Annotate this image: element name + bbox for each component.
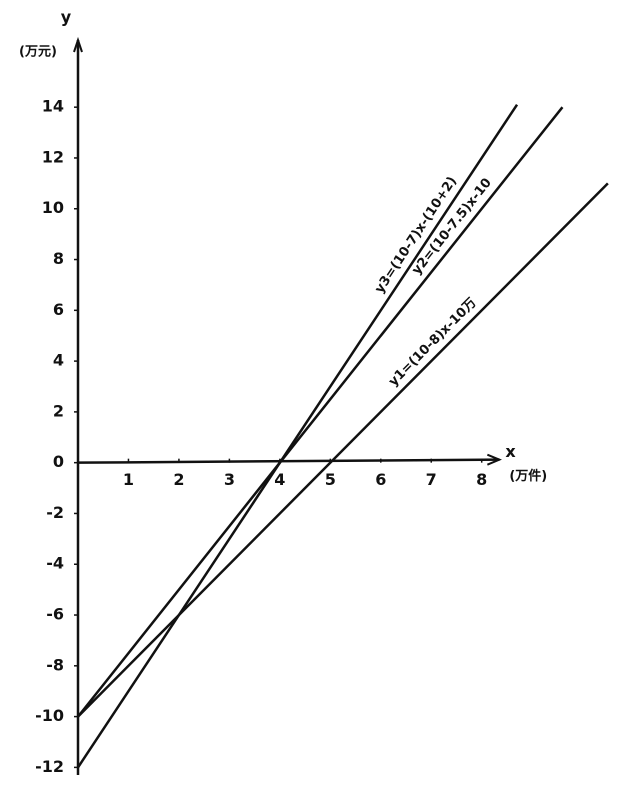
x-tick-label: 7 [426, 470, 437, 489]
x-tick-label: 2 [173, 470, 184, 489]
y-tick-label: -12 [35, 757, 64, 776]
x-tick-label: 6 [375, 470, 386, 489]
x-tick-label: 8 [476, 470, 487, 489]
y-tick-label: -10 [35, 706, 64, 725]
x-axis-arrow [486, 453, 502, 466]
y-axis-arrow [73, 36, 83, 53]
x-tick-label: 5 [325, 470, 336, 489]
y-tick-label: 12 [42, 147, 64, 166]
x-axis-title: x [505, 442, 516, 461]
y-tick-label: 14 [42, 97, 64, 116]
y-tick-label: 6 [53, 300, 64, 319]
x-tick-label: 3 [224, 470, 235, 489]
line [77, 182, 609, 718]
y-tick-label: -2 [46, 503, 64, 522]
y-tick-label: 4 [53, 351, 64, 370]
line [76, 103, 519, 769]
y-tick-label: 2 [53, 401, 64, 420]
x-axis [77, 458, 500, 464]
y-tick-label: 10 [42, 198, 64, 217]
y-tick-label: -8 [46, 655, 64, 674]
y-tick-label: 8 [53, 249, 64, 268]
y-axis-unit: (万元) [19, 45, 57, 60]
x-tick-label: 1 [123, 470, 134, 489]
y-tick-label: -6 [46, 605, 64, 624]
x-axis-unit: (万件) [509, 468, 547, 484]
line [77, 106, 564, 718]
y-axis-title: y [61, 8, 72, 27]
y-tick-label: -4 [46, 554, 64, 573]
x-tick-label: 4 [274, 470, 285, 489]
y-tick-label: 0 [53, 452, 64, 471]
